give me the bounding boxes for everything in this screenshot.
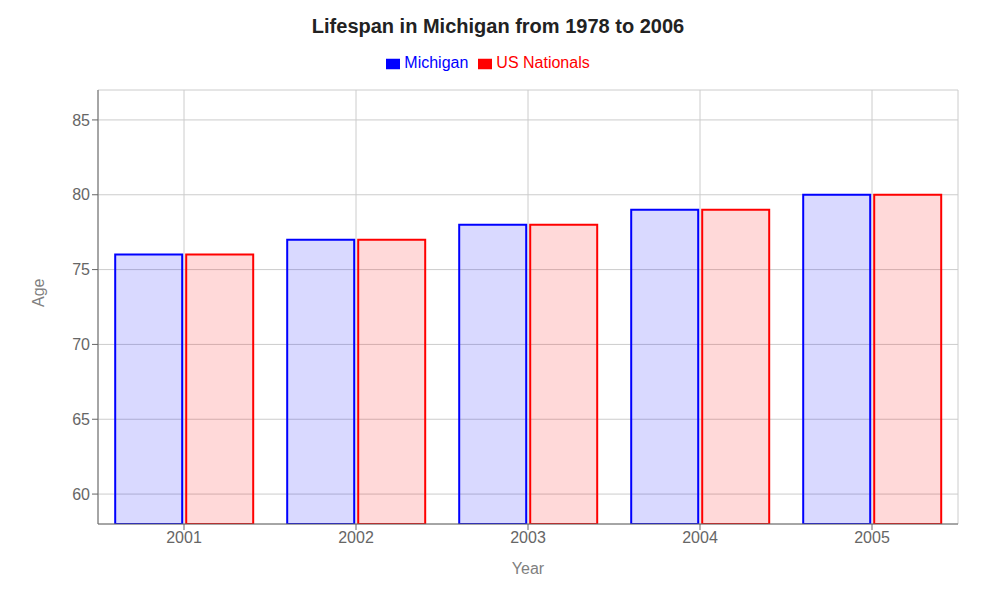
svg-text:2004: 2004 <box>682 529 718 546</box>
svg-text:65: 65 <box>72 411 90 428</box>
svg-text:2001: 2001 <box>166 529 202 546</box>
html-text:Michigan: Michigan <box>404 54 469 71</box>
svg-text:2002: 2002 <box>338 529 374 546</box>
svg-text:2005: 2005 <box>854 529 890 546</box>
svg-text:75: 75 <box>72 261 90 278</box>
svg-text:70: 70 <box>72 336 90 353</box>
svg-text:2003: 2003 <box>510 529 546 546</box>
svg-text:85: 85 <box>72 112 90 129</box>
svg-text:60: 60 <box>72 486 90 503</box>
svg-text:80: 80 <box>72 186 90 203</box>
svg-text:Age: Age <box>30 278 47 307</box>
svg-text:Year: Year <box>512 560 545 577</box>
html-text:US Nationals: US Nationals <box>496 54 590 71</box>
html-text:Lifespan in Michigan from 1978: Lifespan in Michigan from 1978 to 2006 <box>311 15 685 37</box>
